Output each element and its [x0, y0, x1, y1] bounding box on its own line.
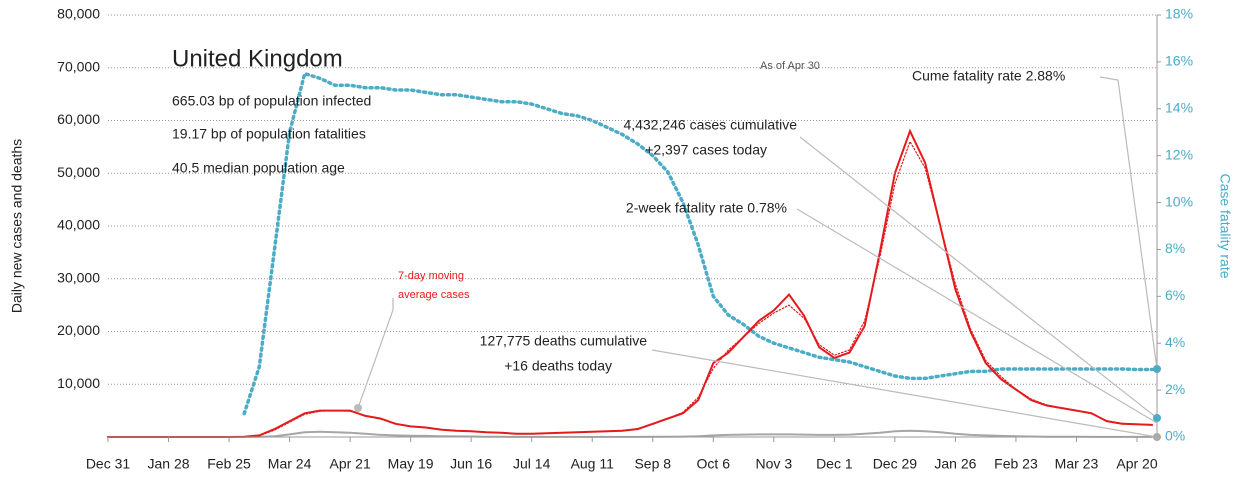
subtitle: 19.17 bp of population fatalities: [172, 126, 366, 142]
y2-tick-label: 10%: [1165, 193, 1193, 209]
annotation: +16 deaths today: [504, 358, 612, 374]
annotation: Cume fatality rate 2.88%: [912, 68, 1065, 84]
y-tick-label: 60,000: [57, 111, 100, 127]
series-line: [242, 71, 1154, 416]
x-tick-label: Apr 20: [1116, 456, 1157, 472]
y-tick-label: 10,000: [57, 375, 100, 391]
y-tick-label: 50,000: [57, 164, 100, 180]
callouts: [354, 76, 1161, 441]
annotation: 127,775 deaths cumulative: [480, 333, 648, 349]
y2-tick-label: 6%: [1165, 287, 1185, 303]
x-tick-label: Aug 11: [571, 456, 615, 472]
y2-tick-label: 0%: [1165, 428, 1185, 444]
y2-tick-label: 12%: [1165, 146, 1193, 162]
y2-tick-label: 4%: [1165, 334, 1185, 350]
annotation: As of Apr 30: [760, 60, 820, 72]
series-line: [107, 128, 1154, 438]
x-tick-label: Apr 21: [329, 456, 370, 472]
chart-title: United Kingdom: [172, 45, 343, 72]
y-axis-label: Daily new cases and deaths: [9, 139, 25, 313]
x-tick-label: Jan 28: [148, 456, 190, 472]
x-tick-label: Feb 25: [207, 456, 251, 472]
y2-axis-label: Case fatality rate: [1217, 173, 1233, 278]
x-tick-label: Dec 31: [86, 456, 131, 472]
subtitle: 40.5 median population age: [172, 160, 345, 176]
annotation: +2,397 cases today: [645, 142, 767, 158]
y2-tick-label: 2%: [1165, 381, 1185, 397]
y2-tick-label: 18%: [1165, 6, 1193, 22]
y-tick-label: 80,000: [57, 6, 100, 22]
subtitle: 665.03 bp of population infected: [172, 93, 371, 109]
x-tick-label: Jul 14: [513, 456, 551, 472]
y2-tick-label: 8%: [1165, 240, 1185, 256]
x-tick-label: Jun 16: [450, 456, 492, 472]
series-line: [107, 140, 1153, 438]
y-tick-label: 30,000: [57, 269, 100, 285]
y2-tick-label: 16%: [1165, 53, 1193, 69]
x-tick-label: Jan 26: [934, 456, 976, 472]
x-tick-label: Dec 29: [873, 456, 918, 472]
y-tick-label: 70,000: [57, 58, 100, 74]
annotation: 2-week fatality rate 0.78%: [626, 200, 787, 216]
x-tick-label: Sep 8: [634, 456, 671, 472]
x-tick-label: May 19: [388, 456, 434, 472]
x-tick-label: Mar 24: [268, 456, 312, 472]
annotation: average cases: [398, 289, 470, 301]
x-tick-label: Dec 1: [816, 456, 853, 472]
annotation: 4,432,246 cases cumulative: [623, 117, 797, 133]
x-tick-label: Mar 23: [1055, 456, 1099, 472]
y-tick-label: 20,000: [57, 322, 100, 338]
x-tick-label: Oct 6: [697, 456, 731, 472]
annotation: 7-day moving: [398, 270, 464, 282]
x-tick-label: Feb 23: [994, 456, 1038, 472]
y-tick-label: 40,000: [57, 217, 100, 233]
y2-tick-label: 14%: [1165, 99, 1193, 115]
x-tick-label: Nov 3: [756, 456, 793, 472]
